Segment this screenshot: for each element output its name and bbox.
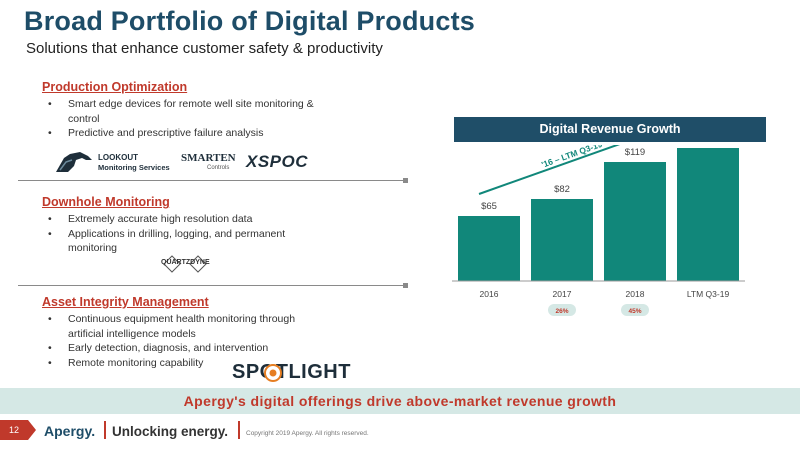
chart-bar xyxy=(531,199,593,281)
x-tick-label: LTM Q3-19 xyxy=(687,289,730,299)
bullet-list: Continuous equipment health monitoring t… xyxy=(42,312,332,370)
x-tick-label: 2017 xyxy=(553,289,572,299)
bullet-item: Remote monitoring capability xyxy=(42,356,332,371)
lookout-logo: LOOKOUT Monitoring Services xyxy=(54,150,174,178)
section-downhole-monitoring: Downhole Monitoring Extremely accurate h… xyxy=(42,195,332,256)
bullet-item: Early detection, diagnosis, and interven… xyxy=(42,341,332,356)
bullet-item: Smart edge devices for remote well site … xyxy=(42,97,332,126)
brand-tagline: Unlocking energy. xyxy=(112,424,229,439)
page-number: 12 xyxy=(0,420,36,440)
lookout-logo-line1: LOOKOUT xyxy=(98,153,138,162)
section-production-optimization: Production Optimization Smart edge devic… xyxy=(42,80,332,141)
bullet-item: Predictive and prescriptive failure anal… xyxy=(42,126,332,141)
smarten-logo-line1: SMARTEN xyxy=(181,152,236,164)
quartzdyne-icon xyxy=(163,255,207,273)
smarten-logo: SMARTEN Controls xyxy=(181,152,241,176)
footer-separator xyxy=(238,421,240,439)
lookout-logo-line2: Monitoring Services xyxy=(98,163,170,172)
quartzdyne-logo: QUARTZDYNE xyxy=(158,253,212,275)
x-tick-label: 2016 xyxy=(480,289,499,299)
bullet-item: Applications in drilling, logging, and p… xyxy=(42,227,332,256)
bar-value-label: $82 xyxy=(554,184,570,195)
copyright-text: Copyright 2019 Apergy. All rights reserv… xyxy=(246,430,369,437)
spotlight-logo: SPOTLIGHT xyxy=(232,361,350,385)
bullet-item: Extremely accurate high resolution data xyxy=(42,212,332,227)
bullet-item: Continuous equipment health monitoring t… xyxy=(42,312,332,341)
x-tick-label: 2018 xyxy=(626,289,645,299)
footer-separator xyxy=(104,421,106,439)
bullet-list: Extremely accurate high resolution data … xyxy=(42,212,332,256)
section-heading: Asset Integrity Management xyxy=(42,295,209,309)
bar-value-label: $119 xyxy=(625,147,645,158)
bullet-list: Smart edge devices for remote well site … xyxy=(42,97,332,141)
chart-bar xyxy=(458,216,520,281)
quartzdyne-logo-text: QUARTZDYNE xyxy=(161,259,210,266)
section-heading: Downhole Monitoring xyxy=(42,195,170,209)
horse-icon xyxy=(56,152,92,172)
section-heading: Production Optimization xyxy=(42,80,188,94)
bar-value-label: $65 xyxy=(481,201,497,212)
spotlight-logo-text: SPOTLIGHT xyxy=(232,361,351,383)
growth-badge-label: 45% xyxy=(628,308,641,315)
growth-badge xyxy=(621,304,649,316)
xspoc-logo: XSPOC xyxy=(246,152,309,171)
target-icon xyxy=(264,364,282,382)
page-title: Broad Portfolio of Digital Products xyxy=(24,6,475,36)
smarten-logo-line2: Controls xyxy=(207,165,230,171)
growth-badge xyxy=(548,304,576,316)
brand-logo: Apergy. xyxy=(44,423,96,439)
summary-banner: Apergy's digital offerings drive above-m… xyxy=(0,388,800,414)
section-asset-integrity: Asset Integrity Management Continuous eq… xyxy=(42,295,332,370)
chart-title: Digital Revenue Growth xyxy=(454,117,766,142)
page-subtitle: Solutions that enhance customer safety &… xyxy=(26,40,383,57)
growth-badge-label: 26% xyxy=(555,308,568,315)
section-divider xyxy=(18,178,408,183)
section-divider xyxy=(18,283,408,288)
chart-bar xyxy=(677,148,739,281)
chart-bar xyxy=(604,162,666,281)
cagr-arrow xyxy=(478,145,621,195)
